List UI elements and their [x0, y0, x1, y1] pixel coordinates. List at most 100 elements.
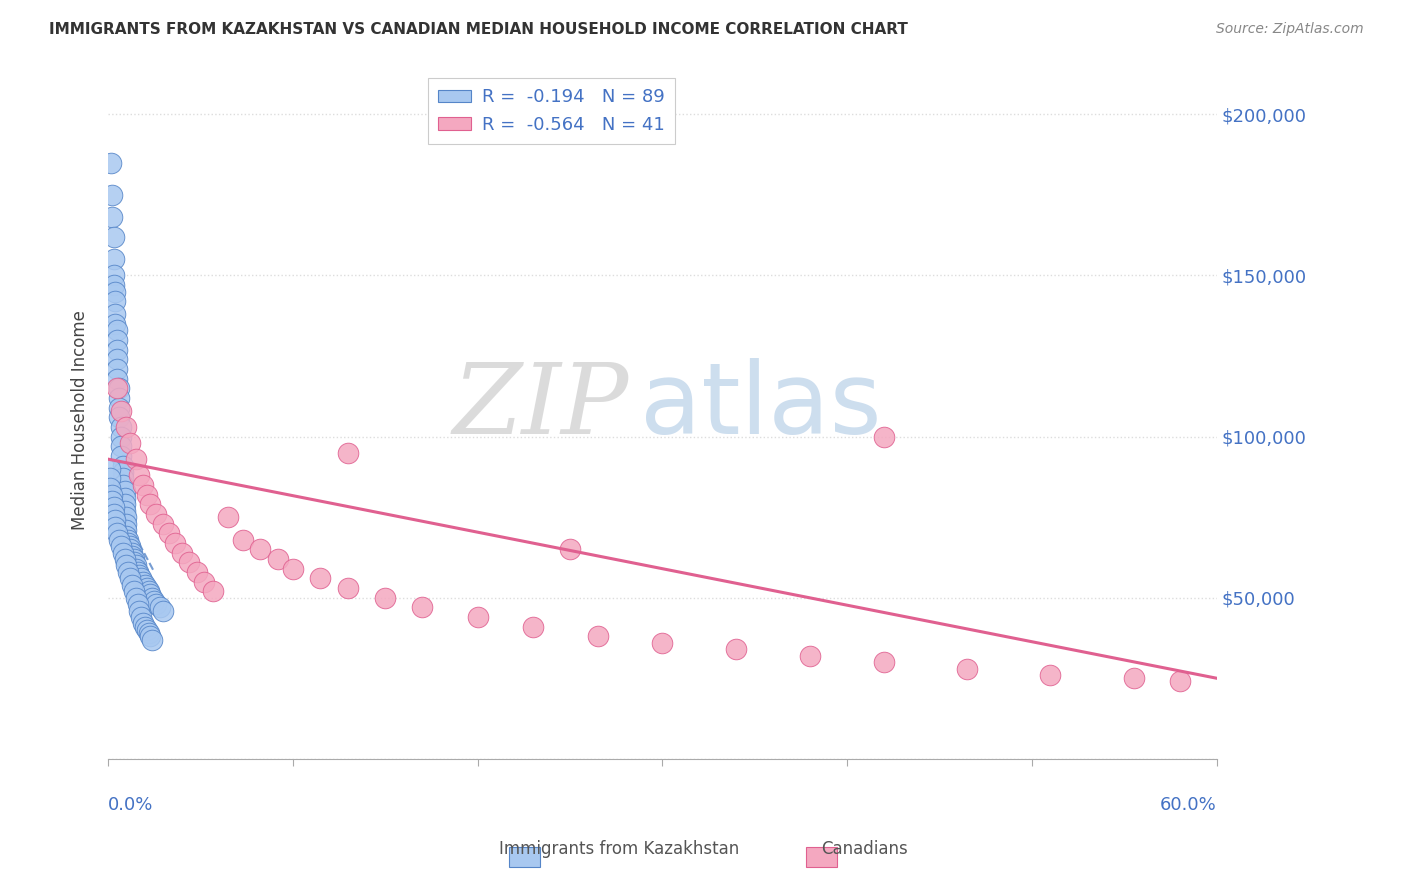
Point — [186, 565, 208, 579]
Point — [135, 581, 157, 595]
Point — [157, 526, 180, 541]
Point — [651, 636, 673, 650]
Point — [110, 449, 132, 463]
Point — [105, 526, 128, 541]
Text: 0.0%: 0.0% — [108, 796, 153, 814]
Point — [374, 591, 396, 605]
Point — [114, 552, 136, 566]
Point — [105, 323, 128, 337]
Point — [114, 491, 136, 505]
Point — [586, 629, 609, 643]
Point — [128, 568, 150, 582]
Point — [108, 410, 131, 425]
Point — [100, 494, 122, 508]
Text: IMMIGRANTS FROM KAZAKHSTAN VS CANADIAN MEDIAN HOUSEHOLD INCOME CORRELATION CHART: IMMIGRANTS FROM KAZAKHSTAN VS CANADIAN M… — [49, 22, 908, 37]
Point — [127, 565, 149, 579]
Point — [163, 536, 186, 550]
Point — [100, 211, 122, 225]
Point — [110, 404, 132, 418]
Point — [103, 507, 125, 521]
Point — [149, 600, 172, 615]
Point — [127, 597, 149, 611]
Point — [105, 352, 128, 367]
Point — [217, 510, 239, 524]
Point — [128, 603, 150, 617]
Point — [125, 452, 148, 467]
Point — [134, 578, 156, 592]
Point — [103, 500, 125, 515]
Point — [132, 574, 155, 589]
Text: ZIP: ZIP — [453, 359, 628, 455]
Point — [105, 371, 128, 385]
Point — [100, 487, 122, 501]
Text: Source: ZipAtlas.com: Source: ZipAtlas.com — [1216, 22, 1364, 37]
Text: atlas: atlas — [640, 359, 882, 456]
Point — [122, 552, 145, 566]
Point — [125, 591, 148, 605]
Point — [152, 516, 174, 531]
Point — [128, 468, 150, 483]
Legend: R =  -0.194   N = 89, R =  -0.564   N = 41: R = -0.194 N = 89, R = -0.564 N = 41 — [427, 78, 675, 145]
Point — [105, 362, 128, 376]
Point — [105, 381, 128, 395]
Point — [145, 507, 167, 521]
Point — [122, 584, 145, 599]
Point — [111, 458, 134, 473]
Point — [114, 497, 136, 511]
Point — [232, 533, 254, 547]
Point — [100, 188, 122, 202]
Point — [104, 520, 127, 534]
Text: Canadians: Canadians — [821, 840, 908, 858]
Point — [122, 555, 145, 569]
Point — [110, 420, 132, 434]
Point — [108, 401, 131, 415]
Point — [145, 597, 167, 611]
Point — [120, 571, 142, 585]
Point — [98, 471, 121, 485]
Point — [799, 648, 821, 663]
Point — [956, 662, 979, 676]
Point — [115, 558, 138, 573]
Point — [103, 268, 125, 283]
Point — [121, 545, 143, 559]
Point — [114, 504, 136, 518]
Point — [138, 626, 160, 640]
Point — [135, 487, 157, 501]
Point — [129, 610, 152, 624]
Point — [98, 462, 121, 476]
Point — [193, 574, 215, 589]
Point — [132, 616, 155, 631]
Point — [111, 478, 134, 492]
Point — [249, 542, 271, 557]
Point — [141, 591, 163, 605]
Point — [337, 581, 360, 595]
Point — [103, 278, 125, 293]
Point — [309, 571, 332, 585]
Point — [411, 600, 433, 615]
Point — [121, 578, 143, 592]
Text: Immigrants from Kazakhstan: Immigrants from Kazakhstan — [499, 840, 738, 858]
Point — [103, 252, 125, 267]
Point — [558, 542, 581, 557]
Point — [143, 594, 166, 608]
Point — [108, 533, 131, 547]
Point — [115, 516, 138, 531]
Point — [117, 536, 139, 550]
Point — [104, 294, 127, 309]
Point — [120, 542, 142, 557]
Point — [115, 523, 138, 537]
Point — [104, 285, 127, 299]
Point — [179, 555, 201, 569]
Point — [115, 529, 138, 543]
Point — [114, 484, 136, 499]
Point — [1122, 671, 1144, 685]
Point — [139, 629, 162, 643]
Point — [104, 317, 127, 331]
Point — [120, 436, 142, 450]
Point — [108, 381, 131, 395]
Point — [202, 584, 225, 599]
Point — [110, 429, 132, 443]
Point — [281, 562, 304, 576]
Y-axis label: Median Household Income: Median Household Income — [72, 310, 89, 531]
Point — [111, 545, 134, 559]
